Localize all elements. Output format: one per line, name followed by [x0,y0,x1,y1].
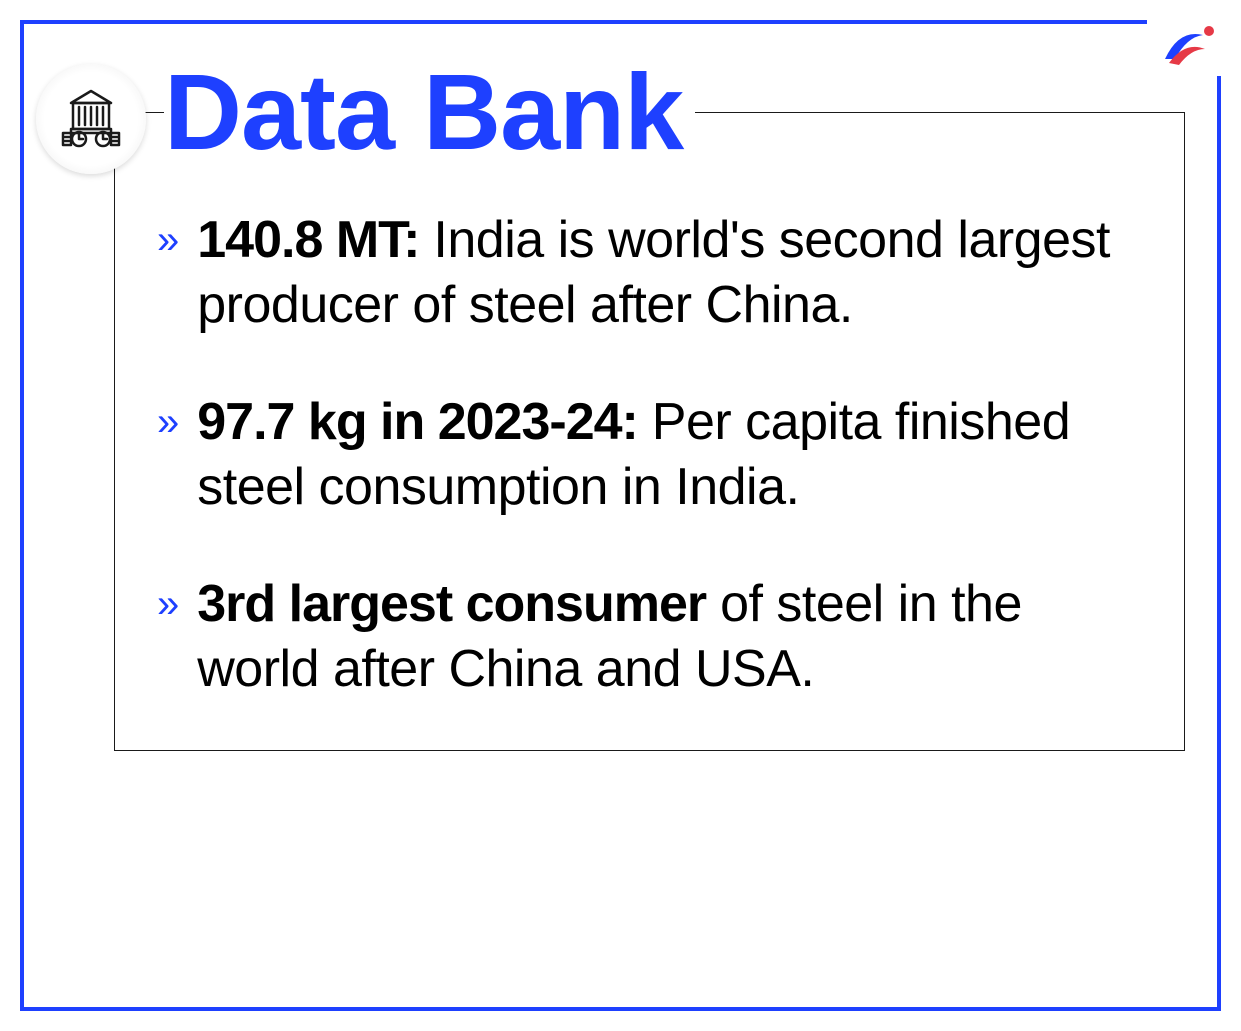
fact-item: » 140.8 MT: India is world's second larg… [157,208,1142,338]
page-title: Data Bank [164,58,695,166]
bullet-icon: » [157,396,179,448]
bullet-icon: » [157,578,179,630]
bank-building-icon [57,85,125,153]
fact-item: » 97.7 kg in 2023-24: Per capita finishe… [157,390,1142,520]
facts-container: » 140.8 MT: India is world's second larg… [114,112,1185,751]
fact-text: 3rd largest consumer of steel in the wor… [197,572,1142,702]
title-icon-circle [36,64,146,174]
infographic-frame: Data Bank » 140.8 MT: India is world's s… [20,20,1221,1011]
fact-stat: 3rd largest consumer [197,575,706,633]
fact-item: » 3rd largest consumer of steel in the w… [157,572,1142,702]
bullet-icon: » [157,214,179,266]
fact-text: 97.7 kg in 2023-24: Per capita finished … [197,390,1142,520]
title-row: Data Bank [56,52,1185,172]
fact-text: 140.8 MT: India is world's second larges… [197,208,1142,338]
fact-stat: 97.7 kg in 2023-24: [197,393,638,451]
fact-stat: 140.8 MT: [197,211,419,269]
